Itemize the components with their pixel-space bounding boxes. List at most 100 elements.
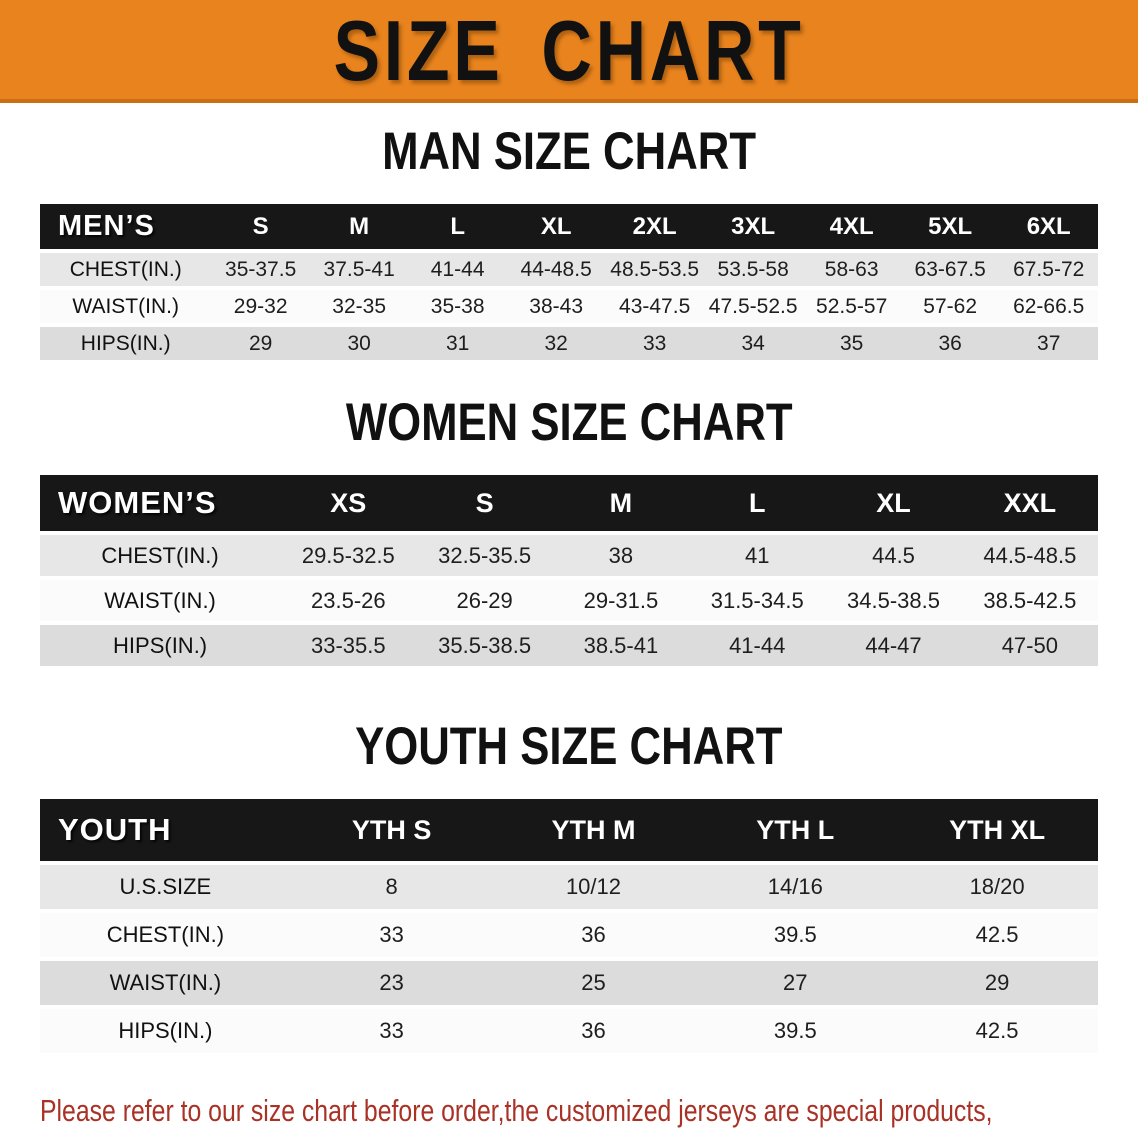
measurement-row: CHEST(IN.) 33 36 39.5 42.5 <box>40 913 1098 957</box>
banner: SIZE CHART <box>0 0 1138 103</box>
size-value: 14/16 <box>767 874 823 899</box>
size-value: 23 <box>379 970 404 995</box>
size-column-header: XL <box>876 487 911 518</box>
size-value: 41 <box>744 542 770 568</box>
size-value: 67.5-72 <box>1013 257 1085 281</box>
measurement-label: WAIST(IN.) <box>109 970 222 995</box>
size-value: 35 <box>839 331 864 355</box>
measurement-row: CHEST(IN.) 29.5-32.5 32.5-35.5 38 41 44.5 44.5… <box>40 535 1098 576</box>
size-value: 33-35.5 <box>311 632 386 658</box>
size-header-row: YOUTH YTH S YTH M YTH L YTH XL <box>40 799 1098 861</box>
size-value: 10/12 <box>565 874 621 899</box>
size-column-header: S <box>252 212 269 240</box>
measurement-label: U.S.SIZE <box>119 874 212 899</box>
measurement-row: CHEST(IN.) 35-37.5 37.5-41 41-44 44-48.5 48.5… <box>40 253 1098 286</box>
section-heading-text: WOMEN SIZE CHART <box>345 391 793 452</box>
table-group-label: MEN’S <box>58 210 155 242</box>
size-column-header: YTH M <box>551 814 636 845</box>
size-value: 8 <box>385 874 398 899</box>
size-column-header: L <box>748 487 766 518</box>
size-value: 39.5 <box>773 922 817 947</box>
size-value: 36 <box>938 331 962 355</box>
size-column-header: 4XL <box>829 212 874 240</box>
size-value: 25 <box>581 970 606 995</box>
size-value: 27 <box>783 970 808 995</box>
notice-line-1: Please refer to our size chart before or… <box>40 1093 993 1128</box>
measurement-row: WAIST(IN.) 23 25 27 29 <box>40 961 1098 1005</box>
size-column-header: YTH XL <box>949 814 1046 845</box>
size-column-header: S <box>475 487 494 518</box>
measurement-row: HIPS(IN.) 29 30 31 32 33 34 35 36 37 <box>40 327 1098 360</box>
size-value: 53.5-58 <box>717 257 789 281</box>
measurement-label: CHEST(IN.) <box>101 542 219 568</box>
size-value: 34 <box>741 331 765 355</box>
size-value: 36 <box>581 922 606 947</box>
section-heading: MAN SIZE CHART <box>0 103 1138 200</box>
size-column-header: YTH S <box>351 814 432 845</box>
table-group-label: WOMEN’S <box>58 485 217 520</box>
size-column-header: 5XL <box>928 212 973 240</box>
size-column-header: XL <box>540 212 572 240</box>
size-value: 29.5-32.5 <box>301 542 395 568</box>
size-table: MEN’S S M L XL 2XL 3XL 4XL 5XL 6XL CHEST(IN.) 35-… <box>40 200 1098 364</box>
size-value: 35-37.5 <box>225 257 297 281</box>
size-value: 44-48.5 <box>520 257 592 281</box>
size-column-header: 6XL <box>1026 212 1071 240</box>
measurement-label: HIPS(IN.) <box>118 1018 213 1043</box>
measurement-label: HIPS(IN.) <box>113 632 208 658</box>
size-value: 35-38 <box>430 294 485 318</box>
size-value: 36 <box>581 1018 606 1043</box>
size-value: 42.5 <box>975 1018 1019 1043</box>
size-column-header: YTH L <box>756 814 835 845</box>
size-value: 31.5-34.5 <box>710 587 804 613</box>
size-value: 47-50 <box>1001 632 1058 658</box>
measurement-row: WAIST(IN.) 29-32 32-35 35-38 38-43 43-47.5 47.… <box>40 290 1098 323</box>
size-value: 57-62 <box>923 294 978 318</box>
size-value: 44-47 <box>865 632 922 658</box>
size-header-row: MEN’S S M L XL 2XL 3XL 4XL 5XL 6XL <box>40 204 1098 249</box>
measurement-row: U.S.SIZE 8 10/12 14/16 18/20 <box>40 865 1098 909</box>
size-value: 32.5-35.5 <box>438 542 532 568</box>
size-value: 43-47.5 <box>619 294 691 318</box>
size-value: 47.5-52.5 <box>708 294 798 318</box>
size-value: 44.5-48.5 <box>983 542 1077 568</box>
table-group-label: YOUTH <box>58 812 172 847</box>
size-value: 32 <box>544 331 568 355</box>
size-value: 29 <box>248 331 273 355</box>
measurement-label: CHEST(IN.) <box>69 257 182 281</box>
size-value: 41-44 <box>430 257 485 281</box>
size-table: WOMEN’S XS S M L XL XXL CHEST(IN.) 29.5-32.5 32… <box>40 471 1098 670</box>
size-value: 37 <box>1037 331 1061 355</box>
size-value: 52.5-57 <box>816 294 888 318</box>
size-section: YOUTH SIZE CHART YOUTH YTH S YTH M YTH L YT… <box>0 670 1138 1057</box>
size-value: 38-43 <box>529 294 584 318</box>
size-value: 33 <box>642 331 667 355</box>
page-title: SIZE CHART <box>333 3 805 99</box>
size-value: 63-67.5 <box>914 257 986 281</box>
size-column-header: L <box>450 212 465 240</box>
size-value: 37.5-41 <box>323 257 395 281</box>
section-heading: WOMEN SIZE CHART <box>0 364 1138 471</box>
size-value: 62-66.5 <box>1013 294 1085 318</box>
size-column-header: XXL <box>1003 487 1057 518</box>
size-value: 23.5-26 <box>311 587 386 613</box>
measurement-label: CHEST(IN.) <box>106 922 225 947</box>
section-heading-text: MAN SIZE CHART <box>382 120 756 181</box>
size-value: 58-63 <box>824 257 879 281</box>
size-table: YOUTH YTH S YTH M YTH L YTH XL U.S.SIZE 8 10/… <box>40 795 1098 1057</box>
size-value: 26-29 <box>456 587 513 613</box>
measurement-row: HIPS(IN.) 33 36 39.5 42.5 <box>40 1009 1098 1053</box>
order-notice: Please refer to our size chart before or… <box>40 1085 1112 1132</box>
size-column-header: 3XL <box>731 212 776 240</box>
size-value: 29 <box>984 970 1010 995</box>
size-value: 48.5-53.5 <box>610 257 700 281</box>
size-value: 34.5-38.5 <box>847 587 940 613</box>
size-header-row: WOMEN’S XS S M L XL XXL <box>40 475 1098 531</box>
charts-container: MAN SIZE CHART MEN’S S M L XL 2XL 3XL 4XL 5XL 6X… <box>0 103 1138 1057</box>
size-column-header: XS <box>330 487 367 518</box>
section-heading-text: YOUTH SIZE CHART <box>355 715 783 776</box>
size-value: 42.5 <box>975 922 1019 947</box>
size-value: 44.5 <box>872 542 915 568</box>
size-value: 18/20 <box>969 874 1025 899</box>
